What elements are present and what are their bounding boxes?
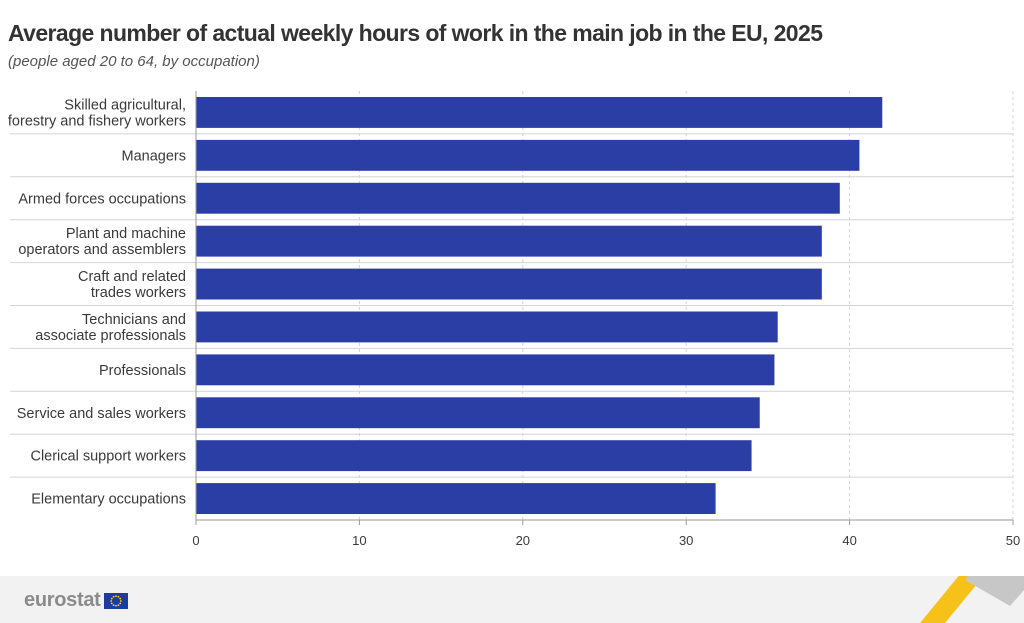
eu-flag-icon <box>103 592 128 609</box>
category-label: Skilled agricultural, forestry and fisher… <box>8 97 186 129</box>
category-label-line: Managers <box>122 148 186 164</box>
bar[interactable] <box>196 483 716 514</box>
category-label-line: operators and assemblers <box>18 242 186 258</box>
category-label: Armed forces occupations <box>18 191 186 207</box>
category-label: Craft and related trades workers <box>78 269 186 301</box>
category-label-line: Technicians and <box>82 312 186 328</box>
category-label-line: Elementary occupations <box>31 492 186 508</box>
x-tick-label: 20 <box>516 533 530 548</box>
bar[interactable] <box>196 354 775 386</box>
bar[interactable] <box>196 225 822 257</box>
x-tick-label: 40 <box>842 533 856 548</box>
category-label-line: forestry and fishery workers <box>8 113 186 129</box>
category-label: Managers <box>122 148 186 164</box>
bar[interactable] <box>196 139 860 171</box>
x-tick-label: 30 <box>679 533 693 548</box>
category-label-line: Armed forces occupations <box>18 191 186 207</box>
corner-ribbon-decoration <box>920 576 1024 623</box>
footer-band: eurostat <box>0 576 1024 623</box>
bar[interactable] <box>196 268 822 300</box>
x-tick-label: 10 <box>352 533 366 548</box>
category-label-line: associate professionals <box>35 328 186 344</box>
chart-title: Average number of actual weekly hours of… <box>8 20 823 46</box>
eurostat-logo[interactable]: eurostat <box>24 589 128 612</box>
category-label: Plant and machine operators and assembler… <box>18 226 186 258</box>
category-label: Service and sales workers <box>17 406 186 422</box>
category-label: Elementary occupations <box>31 492 186 508</box>
chart-subtitle: (people aged 20 to 64, by occupation) <box>8 53 260 70</box>
category-label: Technicians and associate professionals <box>35 312 186 344</box>
bar[interactable] <box>196 182 840 214</box>
category-label-line: Craft and related <box>78 269 186 285</box>
category-label-line: Service and sales workers <box>17 406 186 422</box>
category-label-line: Skilled agricultural, <box>64 97 186 113</box>
category-label: Clerical support workers <box>30 449 186 465</box>
category-label-line: Plant and machine <box>66 226 186 242</box>
x-tick-label: 0 <box>192 533 199 548</box>
category-label: Professionals <box>99 363 186 379</box>
bar-chart: Skilled agricultural, forestry and fisher… <box>8 91 1020 548</box>
logo-text: eurostat <box>24 589 101 611</box>
category-label-line: Professionals <box>99 363 186 379</box>
category-label-line: Clerical support workers <box>30 449 186 465</box>
x-tick-label: 50 <box>1006 533 1020 548</box>
bar[interactable] <box>196 440 752 472</box>
bar[interactable] <box>196 97 883 128</box>
bar[interactable] <box>196 311 778 343</box>
bar[interactable] <box>196 397 760 429</box>
category-label-line: trades workers <box>91 285 186 301</box>
